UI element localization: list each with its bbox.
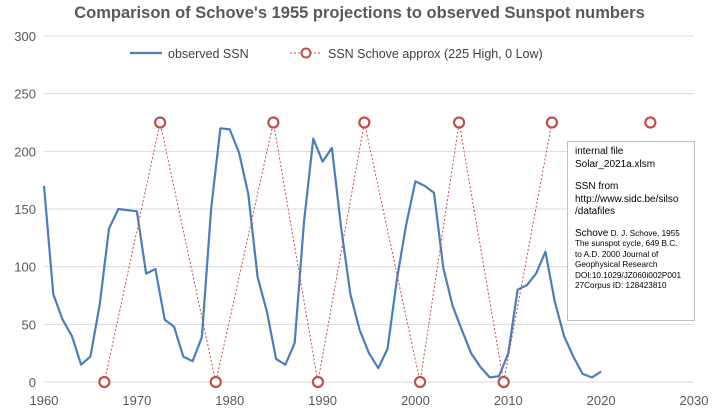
observed-ssn-line [42, 127, 602, 379]
x-axis-ticks: 1960 1970 1980 1990 2000 2010 2020 2030 [30, 393, 709, 408]
x-tick-label-2: 1980 [215, 393, 244, 408]
legend-observed-label: observed SSN [168, 47, 249, 61]
note-reference-heading: Schove D. J. Schove, 1955 [575, 227, 689, 240]
schove-point-4 [311, 375, 325, 389]
note-ref-line-5: DOI:10.1029/JZ060i002P001 [575, 270, 682, 280]
schove-point-7 [452, 116, 466, 129]
legend: observed SSN SSN Schove approx (225 High… [130, 47, 543, 61]
note-line-3: SSN from [575, 181, 619, 192]
gridlines [44, 35, 694, 383]
y-tick-label-0: 0 [29, 375, 36, 390]
note-line-1: internal file [575, 146, 624, 157]
y-tick-label-3: 150 [14, 202, 36, 217]
y-axis-ticks: 0 50 100 150 200 250 300 [14, 29, 36, 390]
source-note-box: internal file Solar_2021a.xlsm SSN from … [567, 141, 695, 321]
schove-point-0 [98, 375, 111, 389]
x-tick-label-0: 1960 [30, 393, 59, 408]
schove-point-5 [358, 116, 371, 129]
note-ref-title: D. J. Schove, 1955 [608, 228, 680, 238]
schove-point-6 [413, 375, 427, 389]
note-ref-line-3: to A.D. 2000 Journal of [575, 249, 659, 259]
schove-point-10 [644, 116, 657, 129]
schove-approx-line [103, 122, 553, 383]
note-line-4: http://www.sidc.be/silso [575, 193, 679, 205]
note-ref-line-2: The sunspot cycle, 649 B.C. [575, 239, 678, 249]
schove-point-9 [545, 116, 559, 129]
x-tick-label-4: 2000 [401, 393, 430, 408]
note-line-2: Solar_2021a.xlsm [575, 158, 656, 170]
legend-schove-label: SSN Schove approx (225 High, 0 Low) [328, 47, 543, 61]
y-tick-label-5: 250 [14, 87, 36, 102]
y-tick-label-6: 300 [14, 29, 36, 44]
x-tick-label-7: 2030 [680, 393, 709, 408]
note-line-5: /datafiles [575, 206, 616, 217]
chart-title: Comparison of Schove's 1955 projections … [74, 4, 645, 22]
note-ref-author: Schove [575, 227, 609, 239]
y-tick-label-2: 100 [14, 260, 36, 275]
y-tick-label-4: 200 [14, 144, 36, 159]
x-tick-label-3: 1990 [308, 393, 337, 408]
schove-point-3 [267, 116, 280, 129]
series-layer [42, 116, 657, 389]
y-tick-label-1: 50 [22, 317, 36, 332]
x-tick-label-1: 1970 [122, 393, 151, 408]
legend-schove-marker [300, 47, 312, 59]
schove-point-2 [209, 375, 222, 389]
x-tick-label-5: 2010 [494, 393, 523, 408]
schove-point-1 [153, 116, 167, 129]
note-ref-line-6: 27Corpus ID: 128423810 [575, 281, 667, 291]
note-ref-line-4: Geophysical Research [575, 260, 658, 270]
schove-point-8 [497, 375, 510, 389]
x-tick-label-6: 2020 [587, 393, 616, 408]
